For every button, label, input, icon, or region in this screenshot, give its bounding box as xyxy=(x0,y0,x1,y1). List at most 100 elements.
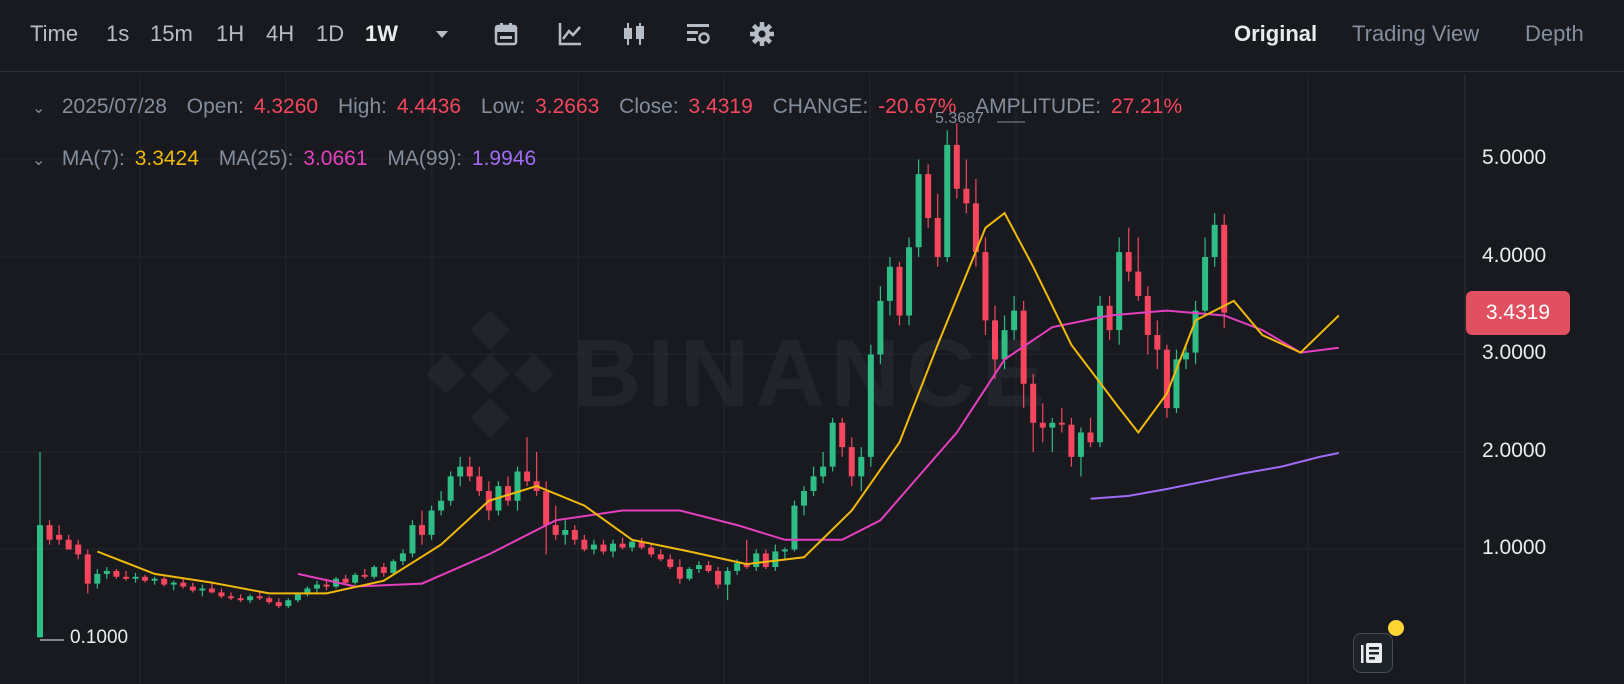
candle-body xyxy=(944,144,951,257)
candle-body xyxy=(1173,359,1180,409)
candle-body xyxy=(953,144,960,189)
ma99-value: 1.9946 xyxy=(471,147,537,170)
candle-body xyxy=(46,525,53,540)
chevron-down-icon[interactable]: ⌄ xyxy=(32,100,46,117)
candle-body xyxy=(629,541,636,548)
ma25-label: MA(25): xyxy=(218,147,294,170)
candle-body xyxy=(982,252,989,321)
candle-body xyxy=(266,598,273,603)
candle-body xyxy=(399,553,406,562)
notification-dot xyxy=(1388,620,1404,636)
candle-body xyxy=(1011,310,1018,331)
open-value: 4.3260 xyxy=(253,95,319,118)
watermark-text: BINANCE xyxy=(572,320,1051,427)
candle-body xyxy=(858,456,865,477)
candle-body xyxy=(1087,432,1094,443)
candle-body xyxy=(419,525,425,535)
candle-body xyxy=(84,554,91,584)
candle-body xyxy=(294,594,301,601)
candle-body xyxy=(877,300,884,355)
chevron-down-icon[interactable]: ⌄ xyxy=(32,152,46,169)
candle-body xyxy=(180,582,187,587)
candle-body xyxy=(504,486,511,501)
axis-tick: 2.0000 xyxy=(1482,439,1547,462)
chart-settings-icon[interactable] xyxy=(684,20,712,48)
candle-body xyxy=(285,600,292,607)
candle-body xyxy=(476,476,483,491)
interval-1s[interactable]: 1s xyxy=(106,21,130,46)
candle-body xyxy=(1116,252,1123,331)
candle-body xyxy=(1068,424,1075,457)
candle-body xyxy=(619,543,626,548)
ma-info: ⌄ MA(7): 3.3424 MA(25): 3.0661 MA(99): 1… xyxy=(32,146,550,174)
candle-body xyxy=(228,596,234,599)
candle-body xyxy=(915,174,922,248)
chart-toolbar: Time 1s 15m 1H 4H 1D 1W Original Trad xyxy=(0,0,1624,72)
candlestick-type-icon[interactable] xyxy=(620,20,648,48)
ma7-value: 3.3424 xyxy=(134,147,199,170)
candle-body xyxy=(208,588,215,593)
candle-body xyxy=(571,530,578,540)
gear-icon[interactable] xyxy=(748,20,776,48)
candle-body xyxy=(390,561,397,573)
candle-body xyxy=(1125,252,1132,272)
candle-body xyxy=(132,576,139,579)
close-value: 3.4319 xyxy=(688,95,753,118)
candle-body xyxy=(1135,271,1142,296)
candle-body xyxy=(342,578,349,583)
candle-body xyxy=(189,586,196,591)
candle-body xyxy=(992,320,998,360)
candle-body xyxy=(237,598,244,601)
tab-trading-view[interactable]: Trading View xyxy=(1352,21,1480,46)
interval-1h[interactable]: 1H xyxy=(216,21,245,46)
interval-15m[interactable]: 15m xyxy=(150,21,193,46)
notes-button[interactable] xyxy=(1353,633,1393,673)
candle-body xyxy=(524,471,531,482)
axis-tick: 3.0000 xyxy=(1482,341,1547,364)
candle-body xyxy=(581,539,588,550)
candle-body xyxy=(839,422,846,448)
tab-original[interactable]: Original xyxy=(1234,21,1318,46)
candle-body xyxy=(1077,432,1084,457)
calendar-icon[interactable] xyxy=(492,20,520,48)
amplitude-label: AMPLITUDE: xyxy=(975,95,1102,118)
interval-1d[interactable]: 1D xyxy=(316,21,345,46)
candle-body xyxy=(610,543,616,552)
low-value: 3.2663 xyxy=(535,95,600,118)
interval-time[interactable]: Time xyxy=(30,21,79,46)
high-label: High: xyxy=(337,95,387,118)
candle-body xyxy=(438,500,445,511)
axis-tick: 4.0000 xyxy=(1482,244,1547,267)
candle-body xyxy=(37,525,43,638)
tab-depth[interactable]: Depth xyxy=(1525,21,1584,46)
candle-body xyxy=(1221,224,1228,313)
candle-body xyxy=(972,203,979,253)
candle-body xyxy=(705,565,712,571)
candle-body xyxy=(886,266,893,301)
candle-body xyxy=(1030,383,1037,423)
candle-body xyxy=(323,584,330,587)
candle-body xyxy=(906,247,913,316)
candle-body xyxy=(1154,335,1161,350)
indicator-icon[interactable] xyxy=(556,20,584,48)
caret-down-icon[interactable] xyxy=(428,20,456,48)
ohlc-date: 2025/07/28 xyxy=(61,95,167,118)
axis-tick: 1.0000 xyxy=(1482,536,1547,559)
candle-body xyxy=(867,354,874,457)
ma99-line xyxy=(1090,452,1340,500)
candle-body xyxy=(361,574,368,577)
candle-body xyxy=(1049,422,1056,428)
candle-body xyxy=(218,592,225,597)
candle-body xyxy=(638,541,645,548)
candle-body xyxy=(1183,352,1189,360)
interval-4h[interactable]: 4H xyxy=(266,21,295,46)
amplitude-value: 27.21% xyxy=(1110,95,1183,118)
candle-body xyxy=(829,422,836,467)
interval-1w[interactable]: 1W xyxy=(365,21,398,46)
candle-body xyxy=(313,584,320,589)
candle-body xyxy=(934,218,941,257)
open-label: Open: xyxy=(186,95,245,118)
candle-body xyxy=(724,570,731,585)
grid-lines xyxy=(0,74,1465,684)
